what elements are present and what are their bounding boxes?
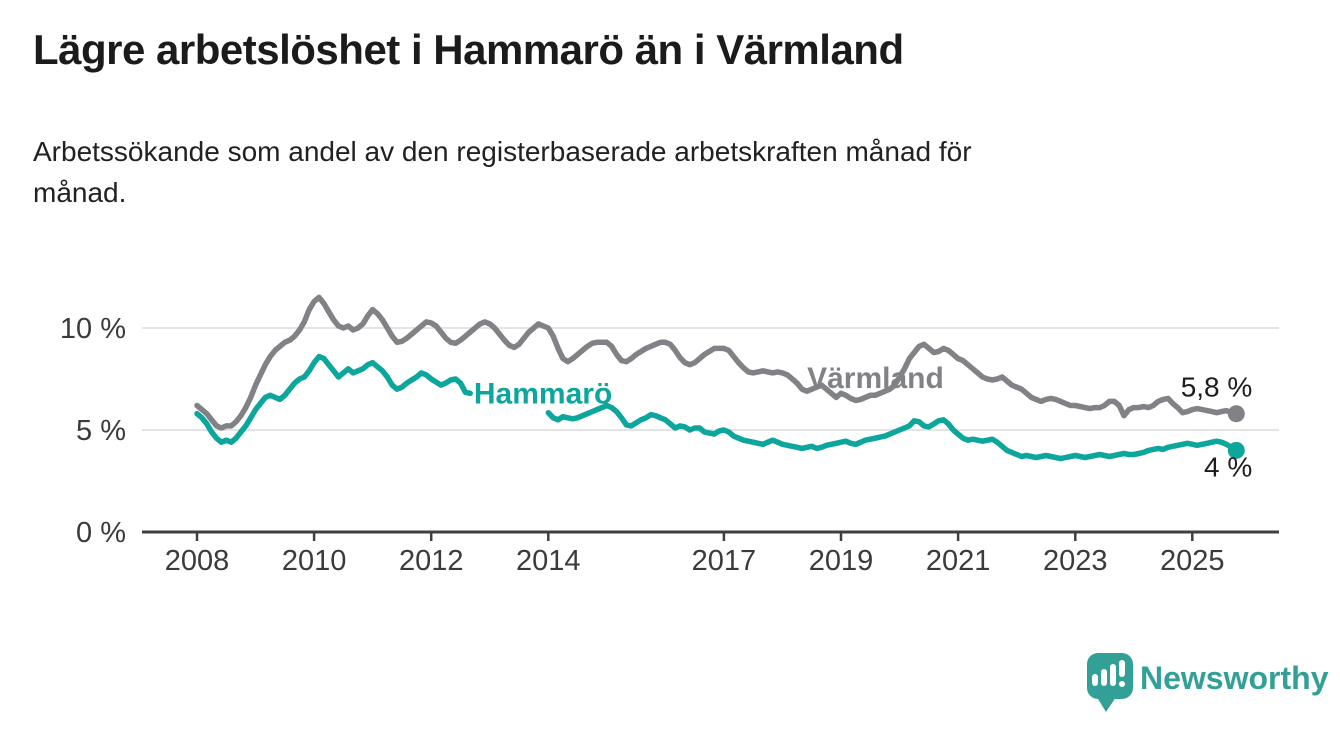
hammaro-series-label: Hammarö — [474, 377, 612, 410]
x-tick-label: 2017 — [692, 545, 757, 577]
y-tick-label: 0 % — [76, 517, 126, 549]
y-tick-label: 5 % — [76, 415, 126, 447]
x-tick-label: 2021 — [926, 545, 991, 577]
hammaro-line — [194, 353, 473, 445]
chart-subtitle: Arbetssökande som andel av den registerb… — [33, 132, 1263, 213]
y-tick-label: 10 % — [60, 313, 126, 345]
x-tick-label: 2019 — [809, 545, 874, 577]
bar-3-icon — [1110, 664, 1116, 686]
subtitle-line-2: månad. — [33, 176, 127, 208]
brand-name: Newsworthy — [1140, 660, 1329, 696]
page-title: Lägre arbetslöshet i Hammarö än i Värmla… — [33, 26, 904, 73]
x-tick-label: 2014 — [516, 545, 581, 577]
speech-bubble-bar-chart-icon — [1087, 653, 1133, 712]
varmland-end-value: 5,8 % — [1181, 372, 1253, 403]
hammaro-end-dot — [1227, 441, 1245, 459]
varmland-end-dot — [1227, 405, 1245, 423]
exclamation-bar-icon — [1119, 660, 1125, 677]
hammaro-line — [545, 402, 1240, 462]
logo-bubble-tail — [1095, 694, 1118, 712]
varmland-series-label: Värmland — [807, 362, 944, 395]
newsworthy-logo — [1087, 653, 1133, 712]
x-tick-label: 2025 — [1160, 545, 1225, 577]
hammaro-end-value: 4 % — [1204, 451, 1252, 482]
varmland-line — [194, 294, 1240, 431]
x-tick-label: 2008 — [165, 545, 230, 577]
exclamation-dot-icon — [1119, 681, 1125, 687]
bar-1-icon — [1092, 674, 1098, 686]
bar-2-icon — [1101, 669, 1107, 686]
x-tick-label: 2012 — [399, 545, 464, 577]
x-tick-label: 2023 — [1043, 545, 1108, 577]
subtitle-line-1: Arbetssökande som andel av den registerb… — [33, 136, 972, 167]
x-tick-label: 2010 — [282, 545, 347, 577]
